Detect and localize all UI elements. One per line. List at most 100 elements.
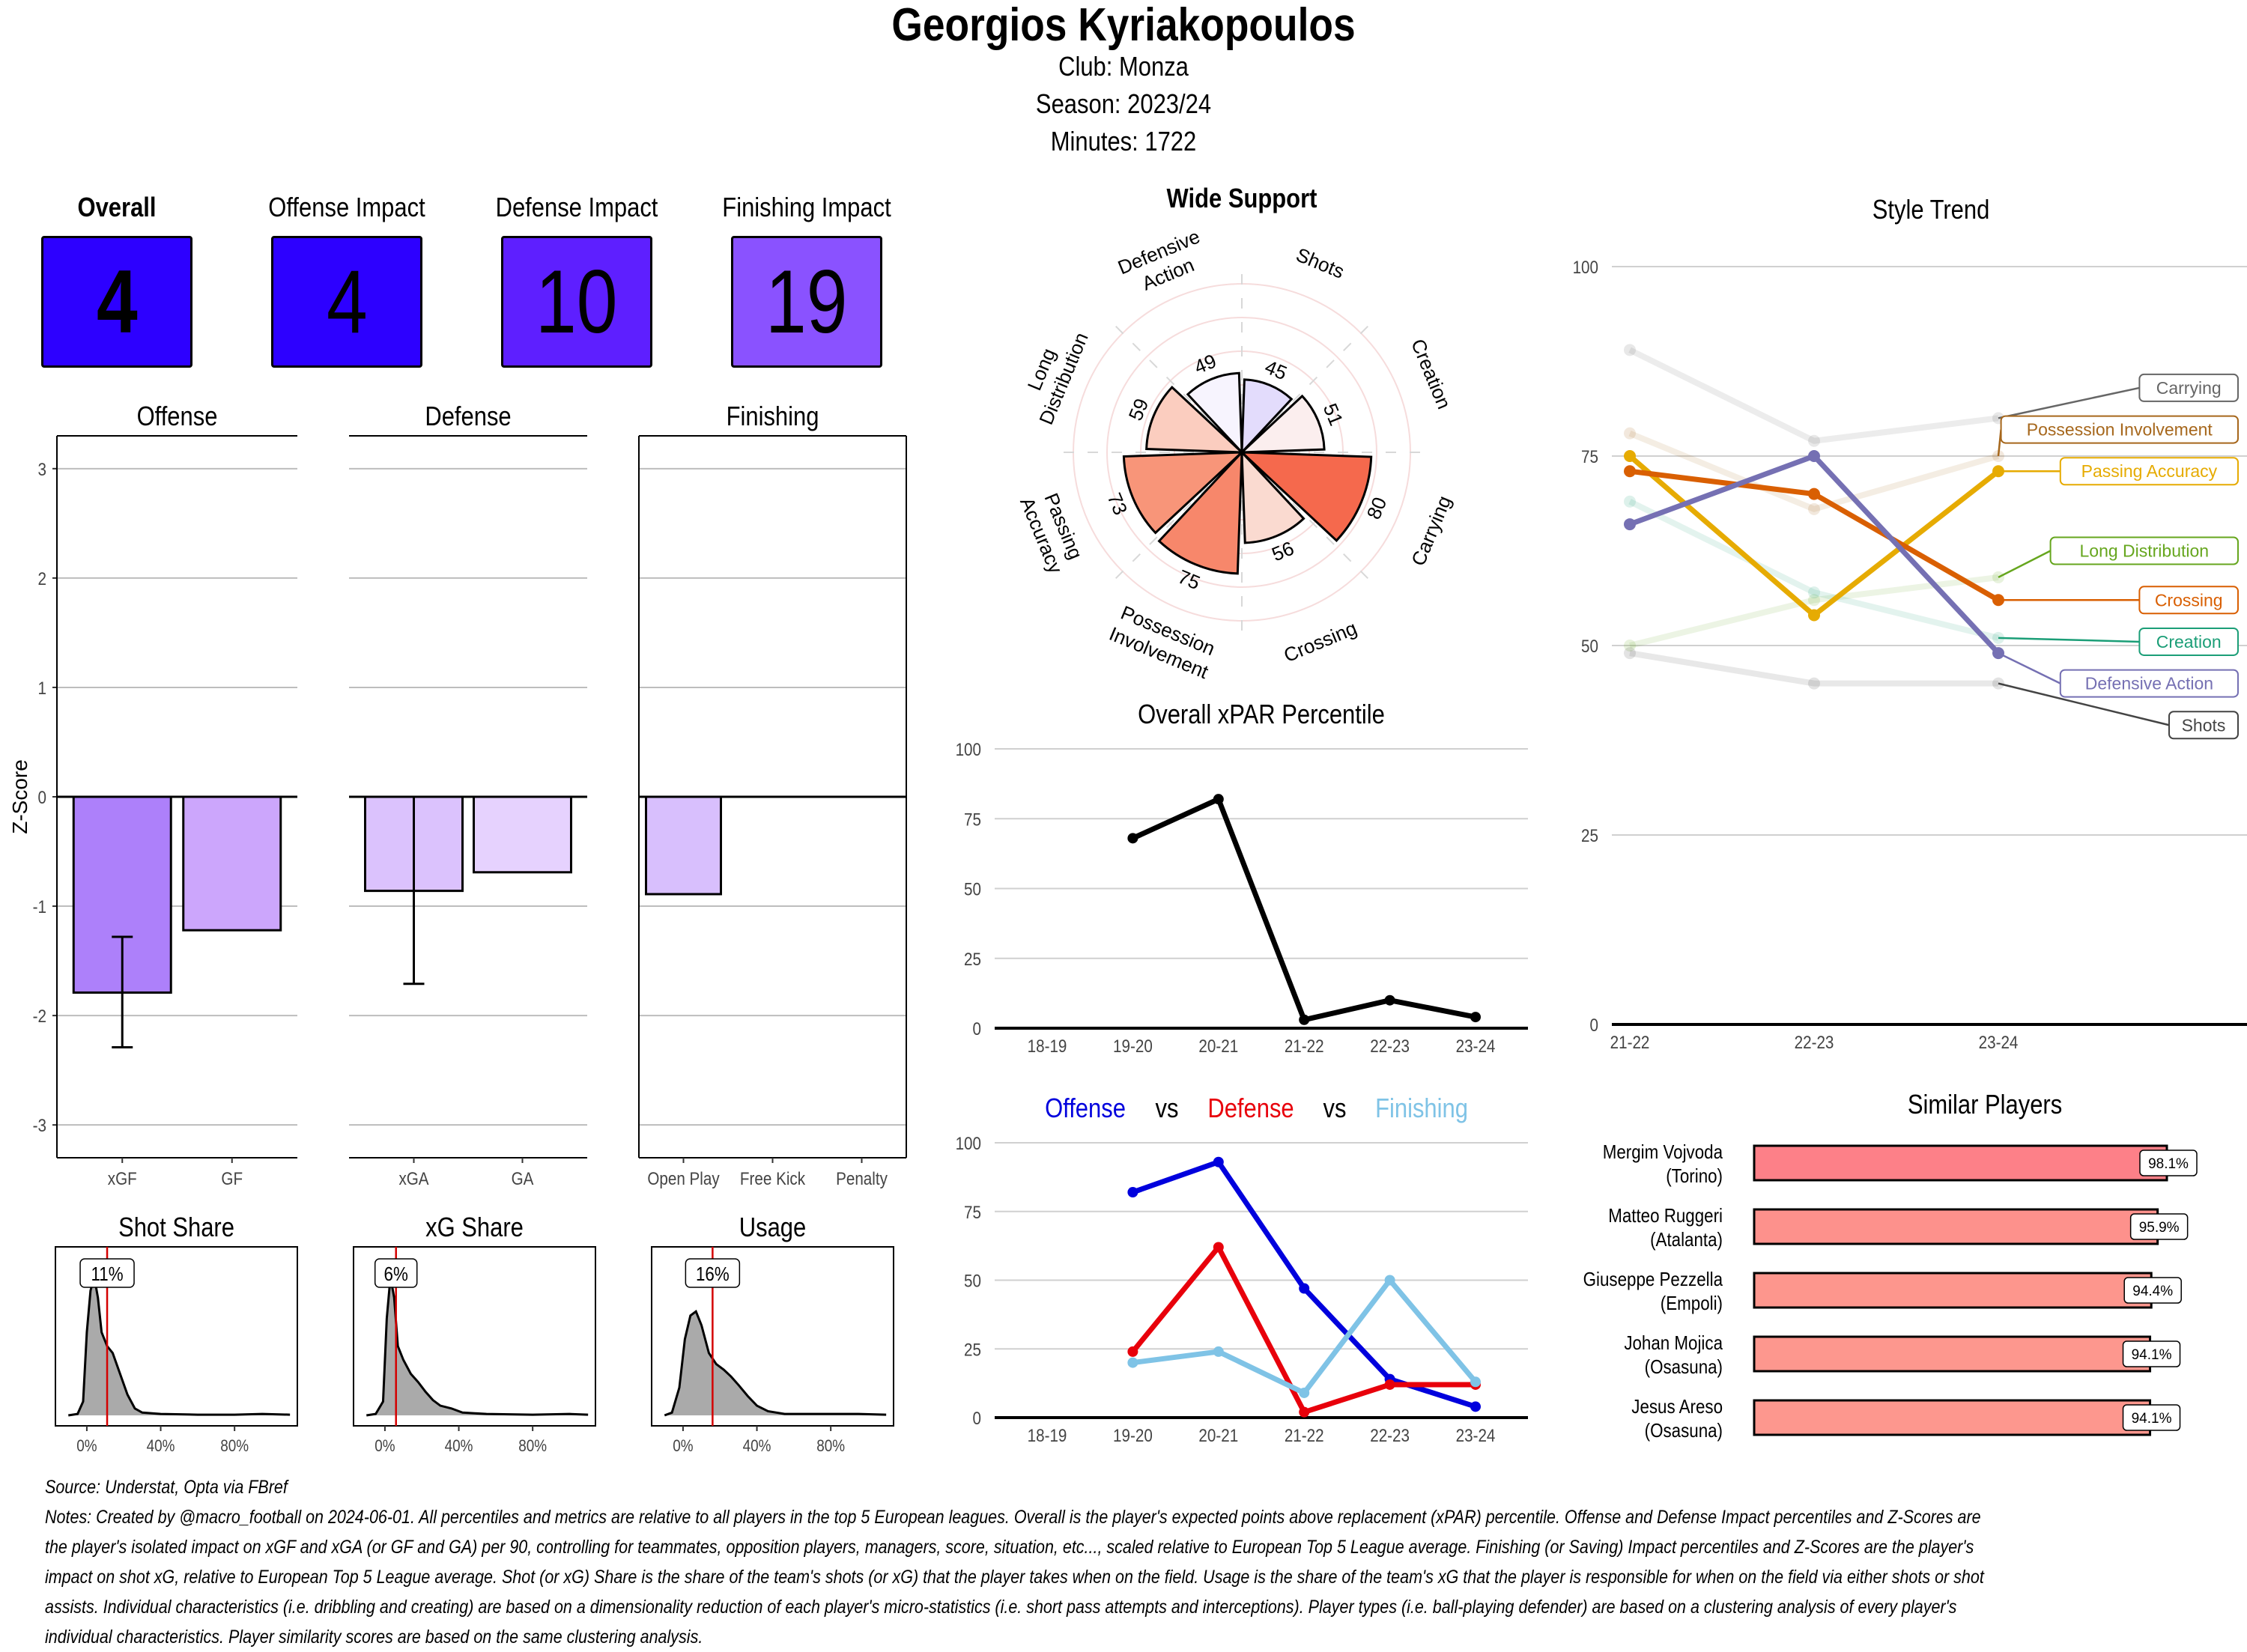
y-tick-label: 1 [38,678,46,698]
x-tick-label-group: Open Play [647,1169,720,1189]
x-tick-label: 40% [147,1437,175,1456]
similar-player-club-group: (Atalanta) [1650,1229,1723,1251]
style-label: Creation [2156,632,2222,652]
y-tick-label: 3 [38,459,46,479]
style-label: Passing Accuracy [2081,461,2218,481]
style-label-leader [1998,637,2140,643]
x-tick-label: 18-19 [1028,1426,1067,1446]
y-tick-label-group: -2 [33,1006,46,1027]
xpar-point [1127,833,1138,844]
style-point [1624,518,1636,531]
y-axis-label-group: Z-Score [8,759,31,834]
notes-line: impact on shot xG, relative to European … [45,1567,1984,1588]
odf-title-part-group: vs [1323,1094,1347,1124]
odf-point [1213,1156,1224,1167]
score-value-defense: 10 [536,252,618,352]
similar-player-club: (Osasuna) [1645,1356,1723,1378]
similar-player-name: Mergim Vojvoda [1603,1141,1723,1163]
y-tick-label: -1 [33,897,46,917]
x-tick-label: GF [221,1169,243,1189]
y-tick-label-group: 50 [964,879,981,899]
x-tick-label-group: 20-21 [1198,1036,1238,1057]
x-tick-label-group: 80% [518,1437,547,1456]
x-tick-label: 22-23 [1795,1033,1834,1053]
similar-player-name-group: Mergim Vojvoda [1603,1141,1723,1163]
x-tick-label: 80% [220,1437,249,1456]
radar-category-group: Crossing [1281,616,1360,666]
score-label-overall: Overall [77,192,157,222]
radar-title-group: Wide Support [1167,184,1317,214]
y-tick-label: 75 [1581,447,1598,467]
season-line: Season: 2023/24 [1035,88,1212,119]
similarity-value: 95.9% [2139,1220,2180,1236]
y-tick-label-group: 1 [38,678,46,698]
similarity-value: 98.1% [2148,1156,2189,1172]
odf-title-part: Finishing [1375,1094,1468,1124]
similar-player-name: Giuseppe Pezzella [1583,1269,1723,1290]
style-label-leader [1998,652,2061,684]
zscore-bar [645,795,722,896]
radar-value-group: 73 [1103,490,1132,518]
similar-player-name-group: Jesus Areso [1631,1396,1723,1418]
panel-title-group: Finishing [727,402,819,432]
similar-player-name-group: Giuseppe Pezzella [1583,1269,1723,1290]
radar-wedge [1122,451,1245,535]
xpar-point [1384,994,1395,1006]
density-line [664,1309,887,1417]
odf-point [1384,1275,1395,1286]
similar-player-club-group: (Osasuna) [1645,1356,1723,1378]
odf-title-part: Offense [1045,1094,1126,1124]
y-axis-label: Z-Score [8,759,31,834]
y-tick-label-group: 75 [964,810,981,830]
radar-value-group: 75 [1174,565,1203,595]
style-line-faded [1628,430,2000,512]
y-tick-label: -3 [33,1116,46,1136]
y-tick-label: 100 [956,1134,981,1154]
player-value-label: 6% [384,1263,408,1285]
radar-value-label: 73 [1103,490,1132,518]
x-tick-label: 80% [518,1437,547,1456]
y-tick-label: 0 [973,1019,981,1039]
club-line: Club: Monza [1058,51,1189,82]
similarity-badge [2129,1213,2189,1240]
odf-title-part-group: Offense [1045,1094,1126,1124]
radar-value-label: 49 [1191,349,1219,378]
similar-players-chart: Similar Players 98.1% Mergim Vojvoda(Torin… [1583,1090,2198,1442]
x-tick-label-group: 23-24 [1456,1426,1496,1446]
x-tick-label: xGA [398,1169,428,1189]
y-tick-label: 0 [38,788,46,808]
score-value-offense: 4 [326,252,368,352]
radar-value-group: 80 [1362,494,1392,522]
radar-ring [1106,317,1377,588]
x-tick-label-group: 19-20 [1113,1036,1153,1057]
style-trend-chart: 0 25 50 75 100 21-22 22-23 23-24 Style Trend Carr… [1573,195,2247,1052]
odf-point [1213,1346,1224,1357]
x-tick-label-group: 18-19 [1028,1426,1067,1446]
y-tick-label-group: 2 [38,568,46,589]
player-value-label: 11% [91,1263,123,1285]
player-value-badge [79,1258,135,1288]
radar-category-label: Carrying [1407,493,1455,569]
y-tick-label-group: 25 [964,1340,981,1360]
minutes-line: Minutes: 1722 [1050,126,1197,157]
radar-wedge [1240,378,1294,455]
x-tick-label-group: 80% [816,1437,845,1456]
similarity-badge [2139,1150,2198,1176]
y-tick-label: 50 [964,1271,981,1291]
panel-title: Defense [425,402,511,432]
x-tick-label-group: 22-23 [1795,1033,1834,1053]
x-tick-label: 19-20 [1113,1036,1153,1057]
similarity-bar [1753,1399,2152,1436]
style-label-box [2049,536,2240,565]
radar-value-label: 75 [1174,565,1203,595]
notes-line: individual characteristics. Player simil… [45,1627,703,1648]
x-tick-label: 40% [743,1437,771,1456]
y-tick-label-group: 0 [973,1409,981,1429]
y-tick-label-group: 100 [956,1134,981,1154]
density-area [664,1311,887,1415]
x-tick-label-group: 40% [445,1437,473,1456]
x-tick-label: 20-21 [1198,1426,1238,1446]
x-tick-label: 21-22 [1610,1033,1650,1053]
density-line [366,1276,589,1417]
odf-title-part-group: Defense [1207,1094,1294,1124]
